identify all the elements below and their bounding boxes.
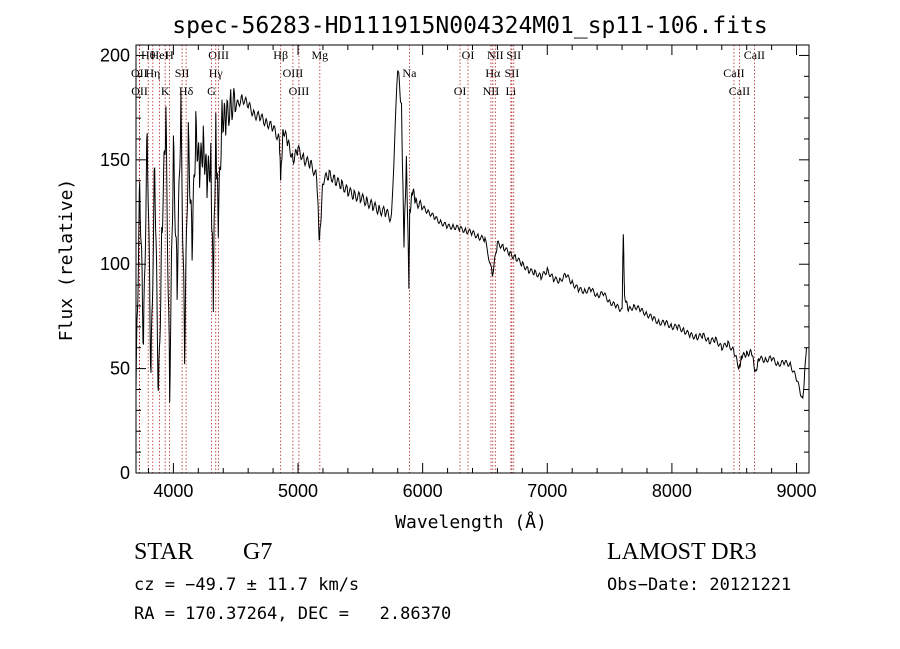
id-line-label: SII <box>175 66 190 80</box>
id-line-label: G <box>207 84 216 98</box>
id-line-label: Hη <box>145 66 160 80</box>
id-line-label: OIII <box>208 48 229 62</box>
id-line-label: Mg <box>311 48 328 62</box>
y-tick-label: 200 <box>100 45 130 65</box>
x-tick-label: 8000 <box>652 481 692 501</box>
id-line-label: OIII <box>289 84 310 98</box>
x-axis-label: Wavelength (Å) <box>395 511 547 533</box>
id-line-label: Li <box>506 84 517 98</box>
id-line-label: HeI <box>151 48 169 62</box>
id-line-label: SII <box>506 48 521 62</box>
x-axis: 4000 5000 6000 7000 8000 9000 <box>147 45 817 501</box>
survey-name: LAMOST DR3 <box>607 539 757 565</box>
y-axis-label: Flux (relative) <box>56 179 77 342</box>
x-tick-label: 4000 <box>153 481 193 501</box>
id-line-label: CaII <box>723 66 744 80</box>
id-line-label: Hα <box>485 66 501 80</box>
id-line-label: OI <box>454 84 467 98</box>
plot-frame <box>135 44 810 474</box>
chart-title: spec-56283-HD111915N004324M01_sp11-106.f… <box>172 13 767 39</box>
id-line-label: OII <box>131 84 148 98</box>
id-line-label: CaII <box>729 84 750 98</box>
observation-date: Obs−Date: 20121221 <box>607 575 792 595</box>
x-tick-label: 5000 <box>278 481 318 501</box>
x-tick-label: 6000 <box>403 481 443 501</box>
object-type: STAR <box>134 539 194 565</box>
id-line-label: CaII <box>744 48 765 62</box>
y-tick-label: 0 <box>120 463 130 483</box>
id-line-label: Na <box>402 66 417 80</box>
id-line-label: Hθ <box>141 48 156 62</box>
y-tick-label: 50 <box>110 359 130 379</box>
subclass: G7 <box>243 539 273 565</box>
id-line-label: Hβ <box>273 48 288 62</box>
line-identifications: HθOIIOIIHeIHηKHSIIHδOIIIHγGHβOIIIOIIIMgN… <box>131 45 765 473</box>
id-line-label: OIII <box>283 66 304 80</box>
id-line-label: H <box>165 48 174 62</box>
id-line-label: NII <box>483 84 500 98</box>
id-line-label: K <box>161 84 170 98</box>
spectrum-series <box>135 70 807 403</box>
id-line-label: NII <box>487 48 504 62</box>
y-axis: 0 50 100 150 200 <box>100 45 809 483</box>
id-line-label: SII <box>505 66 520 80</box>
y-tick-label: 100 <box>100 254 130 274</box>
id-line-label: Hδ <box>179 84 194 98</box>
x-tick-label: 7000 <box>527 481 567 501</box>
id-line-label: Hγ <box>209 66 224 80</box>
spectrum-line <box>135 70 807 403</box>
y-tick-label: 150 <box>100 150 130 170</box>
x-tick-label: 9000 <box>777 481 817 501</box>
redshift-cz: cz = −49.7 ± 11.7 km/s <box>134 575 360 595</box>
id-line-label: OI <box>462 48 475 62</box>
coordinates: RA = 170.37264, DEC = 2.86370 <box>134 604 452 624</box>
